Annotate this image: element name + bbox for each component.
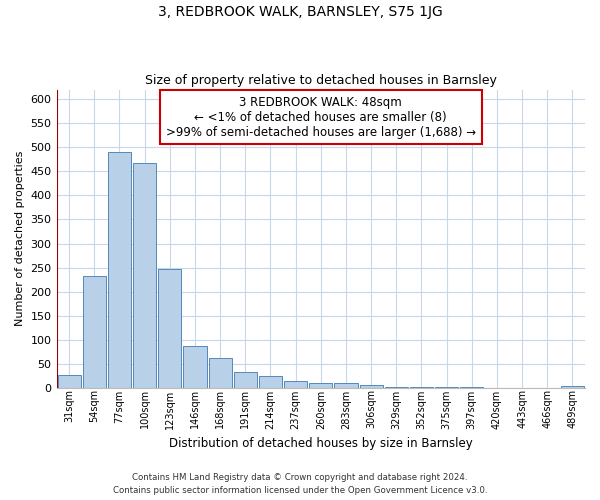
- Text: 3, REDBROOK WALK, BARNSLEY, S75 1JG: 3, REDBROOK WALK, BARNSLEY, S75 1JG: [158, 5, 442, 19]
- Title: Size of property relative to detached houses in Barnsley: Size of property relative to detached ho…: [145, 74, 497, 87]
- Text: 3 REDBROOK WALK: 48sqm
← <1% of detached houses are smaller (8)
>99% of semi-det: 3 REDBROOK WALK: 48sqm ← <1% of detached…: [166, 96, 476, 138]
- Bar: [259, 376, 282, 388]
- Bar: [184, 346, 206, 388]
- Bar: [309, 382, 332, 388]
- Bar: [133, 163, 156, 388]
- Bar: [284, 381, 307, 388]
- Bar: [108, 152, 131, 388]
- Bar: [561, 386, 584, 388]
- Bar: [209, 358, 232, 388]
- X-axis label: Distribution of detached houses by size in Barnsley: Distribution of detached houses by size …: [169, 437, 473, 450]
- Bar: [334, 383, 358, 388]
- Bar: [234, 372, 257, 388]
- Bar: [58, 375, 80, 388]
- Bar: [359, 385, 383, 388]
- Text: Contains HM Land Registry data © Crown copyright and database right 2024.
Contai: Contains HM Land Registry data © Crown c…: [113, 474, 487, 495]
- Bar: [158, 268, 181, 388]
- Y-axis label: Number of detached properties: Number of detached properties: [15, 151, 25, 326]
- Bar: [83, 276, 106, 388]
